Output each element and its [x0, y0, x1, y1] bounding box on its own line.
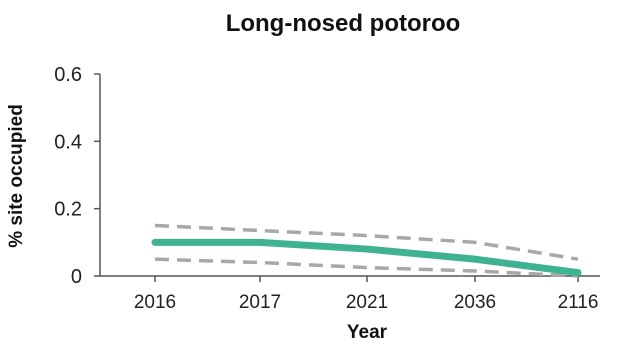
- axes: [99, 74, 600, 277]
- y-axis-label: % site occupied: [6, 104, 27, 248]
- chart-title: Long-nosed potoroo: [226, 10, 461, 37]
- x-axis-label: Year: [347, 322, 388, 343]
- x-tick-label: 2017: [239, 292, 281, 313]
- x-ticks: 2016 2017 2021 2036 2116: [134, 276, 599, 313]
- x-tick-label: 2016: [134, 292, 176, 313]
- y-tick-label: 0: [71, 266, 82, 288]
- series-line-estimate: [151, 238, 582, 277]
- y-tick-label: 0.4: [54, 131, 82, 153]
- series-line-lower-bound: [154, 257, 579, 278]
- x-tick-label: 2116: [558, 292, 599, 313]
- y-ticks: 0 0.2 0.4 0.6: [54, 64, 100, 288]
- series-group: [151, 223, 582, 278]
- series-line-upper-bound: [154, 223, 579, 261]
- x-tick-label: 2021: [346, 292, 388, 313]
- y-tick-label: 0.6: [54, 64, 82, 86]
- x-tick-label: 2036: [454, 292, 496, 313]
- y-tick-label: 0.2: [54, 199, 82, 221]
